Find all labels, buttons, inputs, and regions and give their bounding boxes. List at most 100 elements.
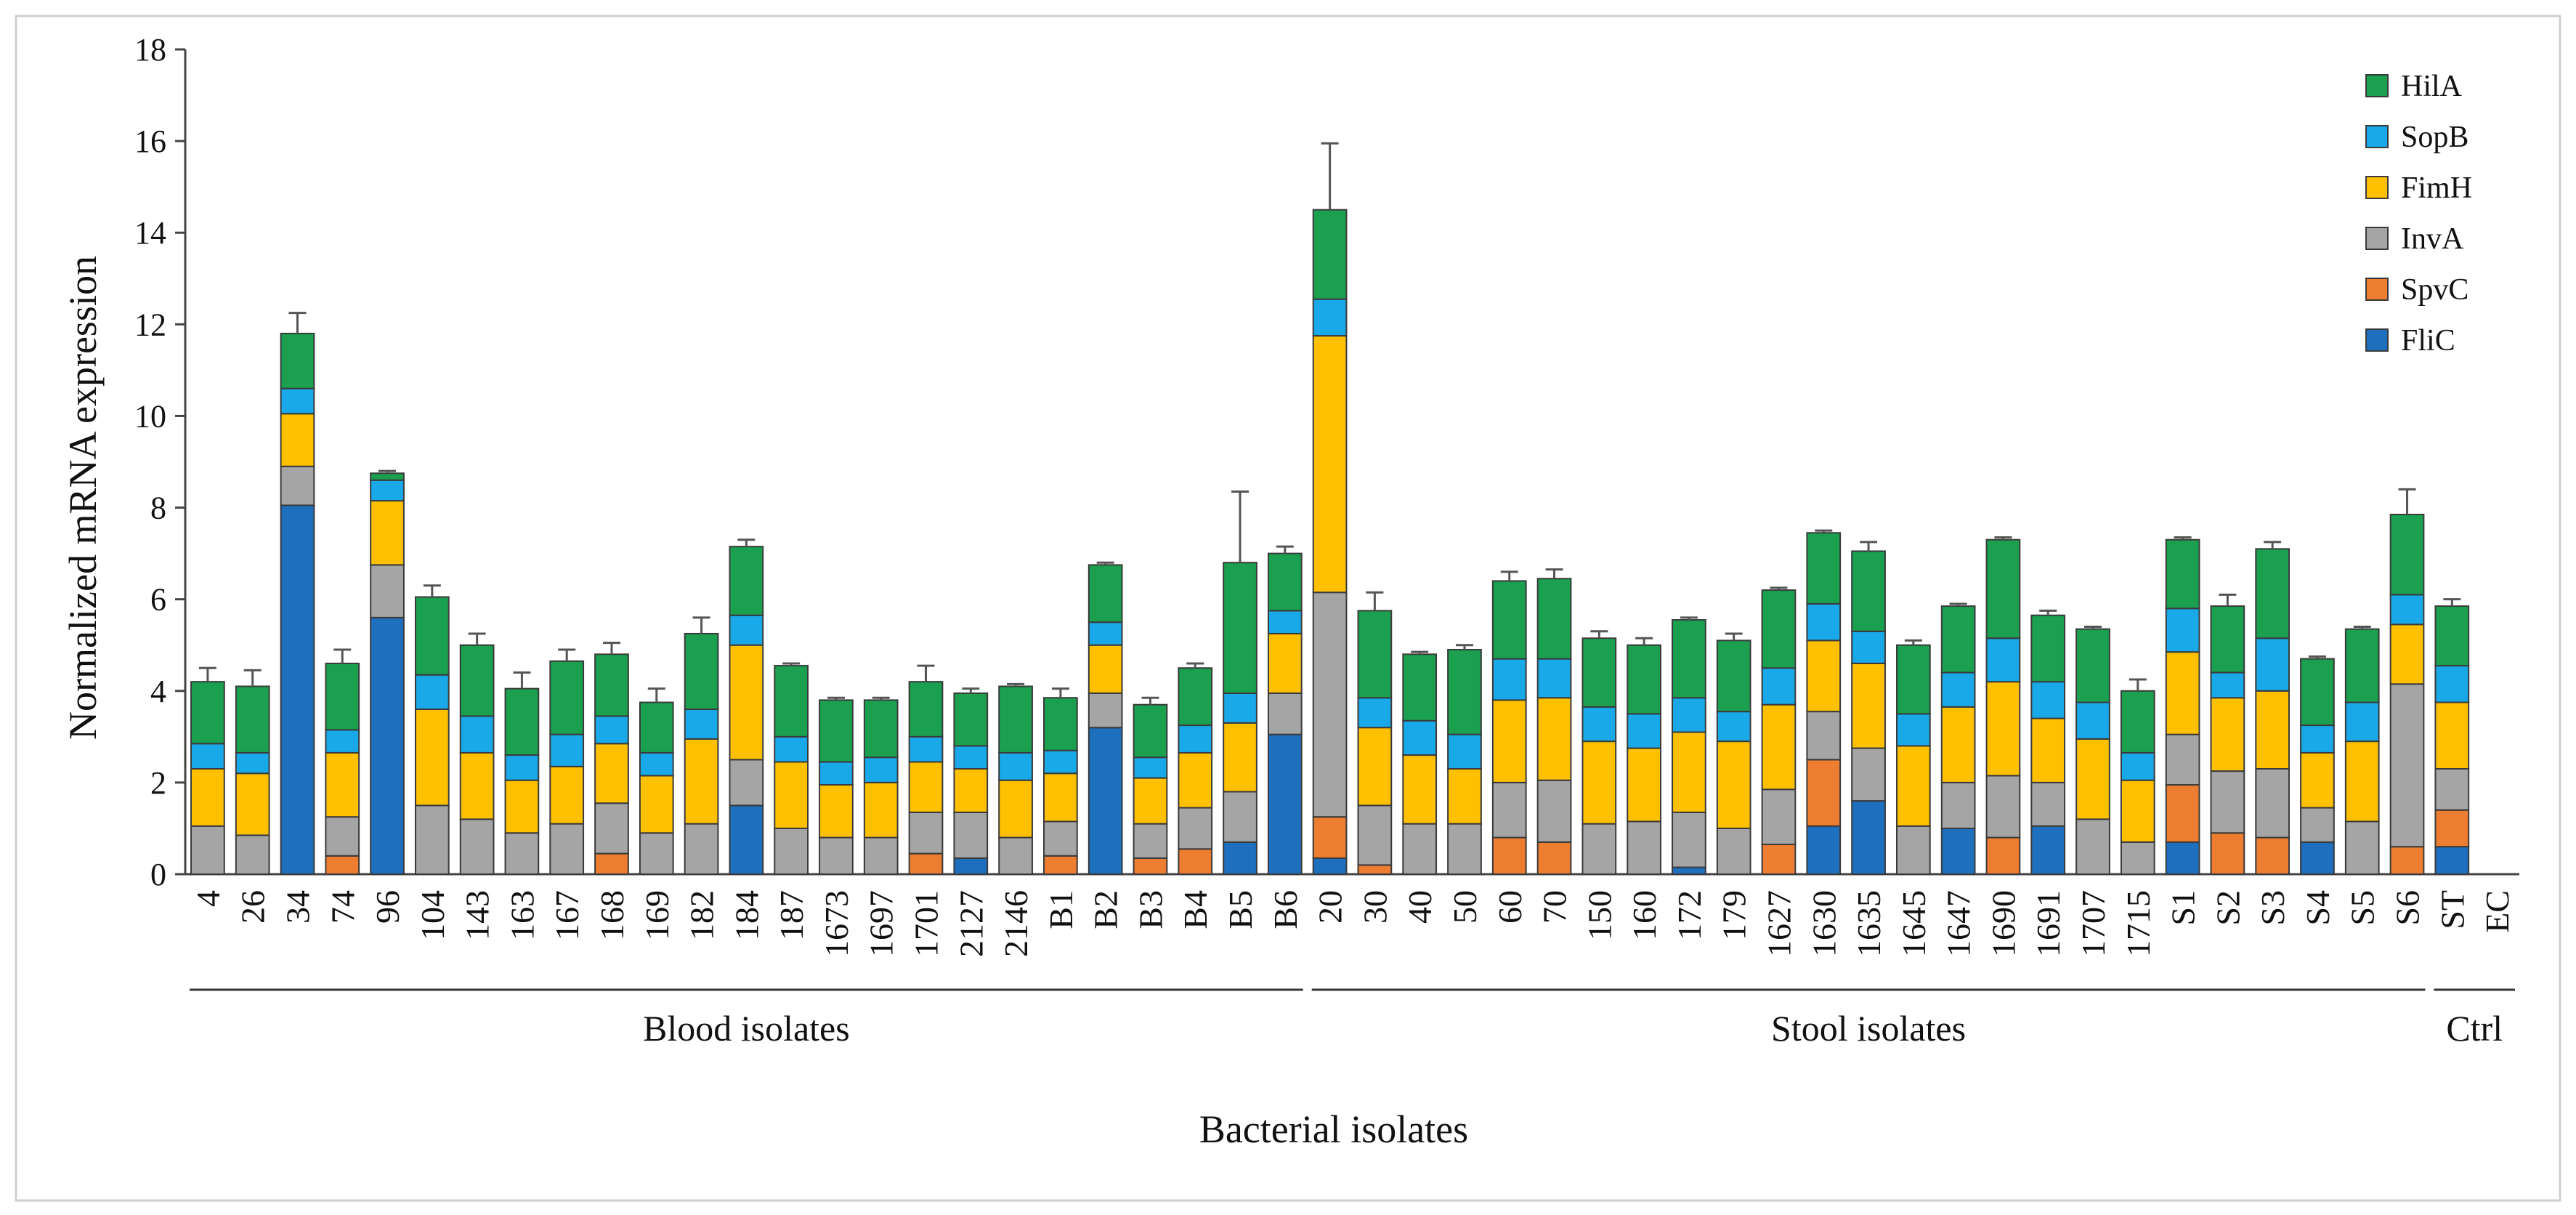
bar-segment-hila: [1133, 703, 1168, 759]
bar-segment-sopb: [2389, 594, 2425, 626]
bar-segment-inva: [1402, 823, 1438, 876]
bar-segment-sopb: [459, 715, 495, 754]
bar-segment-sopb: [2030, 681, 2066, 719]
bar-segment-sopb: [2120, 751, 2155, 781]
bar-segment-inva: [1087, 692, 1123, 729]
bar-segment-fimh: [1806, 639, 1842, 713]
bar-segment-fimh: [2255, 690, 2291, 770]
bar-segment-flic: [1312, 857, 1348, 875]
bar-segment-fimh: [190, 767, 225, 827]
bar-segment-fimh: [1672, 731, 1706, 813]
bar-segment-fimh: [235, 772, 270, 836]
bar-segment-inva: [1312, 592, 1348, 818]
legend-swatch-fimh: [2365, 176, 2389, 199]
bar-segment-hila: [2434, 605, 2470, 667]
y-tick-label: 8: [150, 491, 166, 526]
bar-segment-flic: [1672, 866, 1706, 875]
bar-segment-hila: [1536, 578, 1572, 660]
x-tick-label: 1647: [1940, 890, 1977, 957]
bar-segment-fimh: [2344, 740, 2380, 823]
x-tick-label: 1707: [2075, 890, 2112, 957]
bar-segment-sopb: [639, 751, 674, 777]
bar-segment-hila: [1357, 610, 1393, 699]
bar-segment-inva: [235, 834, 270, 876]
bar-segment-hila: [2120, 690, 2155, 754]
bar-segment-fimh: [594, 743, 629, 804]
x-tick-label: S3: [2254, 890, 2291, 926]
bar-segment-fimh: [2434, 701, 2470, 770]
bar-segment-fimh: [1851, 662, 1886, 749]
bar-segment-inva: [953, 811, 989, 859]
bar-segment-hila: [908, 681, 944, 738]
bar-segment-sopb: [1491, 658, 1527, 701]
bar-segment-hila: [1761, 589, 1797, 669]
legend-label-hila: HilA: [2401, 70, 2463, 103]
bar-segment-hila: [2389, 514, 2425, 596]
bar-segment-inva: [2165, 733, 2200, 786]
bar-segment-inva: [1178, 807, 1213, 850]
group-label: Blood isolates: [643, 1008, 850, 1049]
bar-segment-sopb: [1312, 298, 1348, 337]
bar-segment-sopb: [1806, 602, 1842, 642]
bar-segment-inva: [325, 816, 360, 857]
legend-label-spvc: SpvC: [2401, 273, 2468, 307]
legend-swatch-spvc: [2365, 278, 2389, 301]
x-tick-label: 96: [369, 890, 406, 924]
x-tick-label: 1635: [1850, 890, 1887, 957]
bar-segment-flic: [953, 857, 989, 875]
x-tick-label: 143: [459, 890, 496, 940]
x-tick-label: B4: [1177, 890, 1214, 929]
x-tick-label: B1: [1042, 890, 1080, 929]
x-tick-label: ST: [2434, 890, 2471, 929]
bar-segment-sopb: [594, 715, 629, 745]
bar-segment-inva: [2255, 767, 2291, 839]
bar-segment-fimh: [2389, 623, 2425, 685]
y-tick-label: 14: [134, 215, 166, 251]
bar-segment-hila: [684, 632, 719, 710]
bar-segment-sopb: [280, 387, 315, 415]
bar-segment-fimh: [414, 709, 450, 807]
bar-segment-flic: [2434, 846, 2470, 875]
x-tick-label: 34: [279, 890, 316, 924]
bar-segment-fimh: [953, 767, 989, 813]
bar-segment-hila: [1267, 552, 1303, 612]
bar-segment-inva: [414, 804, 450, 875]
bar-segment-fimh: [2120, 779, 2155, 843]
bar-segment-fimh: [1940, 706, 1976, 783]
bar-segment-inva: [819, 836, 854, 875]
bar-segment-hila: [998, 685, 1033, 754]
bar-segment-hila: [1716, 639, 1751, 713]
bar-segment-fimh: [1761, 703, 1797, 791]
bar-segment-sopb: [235, 751, 270, 775]
bar-segment-flic: [370, 616, 405, 876]
bar-segment-inva: [863, 836, 899, 875]
bar-segment-spvc: [325, 855, 360, 876]
bar-segment-fimh: [1716, 740, 1751, 829]
bar-segment-fimh: [1267, 632, 1303, 694]
bar-segment-spvc: [1985, 836, 2021, 875]
bar-segment-flic: [280, 504, 315, 875]
x-tick-label: EC: [2479, 890, 2516, 933]
bar-segment-inva: [2389, 683, 2425, 848]
bar-segment-fimh: [1402, 754, 1438, 825]
x-tick-label: 182: [684, 890, 721, 940]
bar-segment-hila: [1223, 562, 1257, 694]
bar-segment-hila: [774, 665, 809, 738]
bar-segment-fimh: [863, 781, 899, 839]
bar-segment-fimh: [1627, 747, 1661, 823]
x-axis-title: Bacterial isolates: [1199, 1107, 1468, 1151]
bar-segment-spvc: [2434, 809, 2470, 848]
bar-segment-fimh: [774, 761, 809, 829]
bar-segment-inva: [190, 825, 225, 875]
bar-segment-sopb: [1761, 667, 1797, 706]
bar-segment-inva: [549, 823, 585, 876]
bar-segment-fimh: [1312, 335, 1348, 594]
bar-segment-sopb: [414, 674, 450, 710]
x-tick-label: 70: [1536, 890, 1573, 924]
bar-segment-inva: [1581, 823, 1617, 876]
bar-segment-inva: [684, 823, 719, 876]
bar-segment-sopb: [953, 745, 989, 770]
bar-segment-inva: [1806, 711, 1842, 761]
x-tick-label: 160: [1626, 890, 1663, 940]
bar-segment-sopb: [1402, 719, 1438, 756]
